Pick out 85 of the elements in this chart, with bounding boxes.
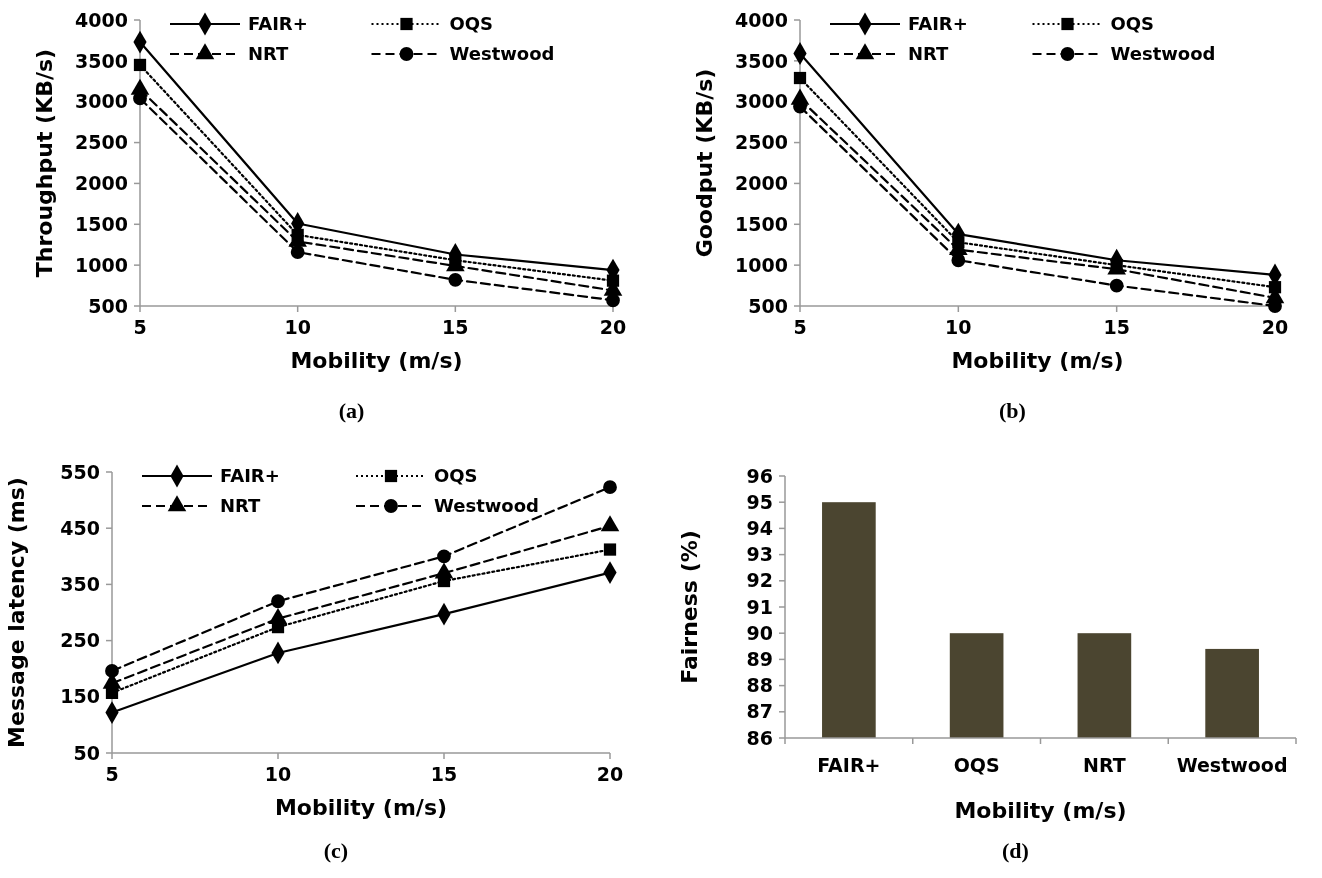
y-axis-title: Fairness (%) [677, 530, 702, 684]
y-tick-label: 90 [746, 621, 773, 644]
x-tick-label: 10 [945, 316, 972, 338]
y-tick-label: 3000 [75, 90, 128, 113]
point [603, 480, 617, 495]
y-tick-label: 86 [746, 726, 773, 749]
legend-label: Westwood [434, 495, 539, 517]
y-tick-label: 87 [746, 700, 773, 723]
y-axis-title: Throughput (KB/s) [32, 48, 57, 278]
legend-label: NRT [908, 43, 950, 65]
x-tick-label: 5 [105, 763, 119, 785]
legend-label: NRT [220, 495, 262, 517]
text: (b) [999, 398, 1026, 423]
point [437, 549, 451, 564]
y-tick-label: 500 [748, 294, 788, 317]
text: (c) [323, 838, 349, 863]
x-tick-label: 5 [133, 316, 147, 338]
point [1109, 278, 1124, 293]
y-tick-label: 88 [746, 674, 773, 697]
legend-label: Westwood [449, 43, 555, 65]
y-tick-label: 550 [60, 460, 100, 483]
x-tick-label: 15 [430, 763, 458, 785]
point [951, 253, 966, 268]
y-tick-label: 3500 [75, 49, 128, 72]
y-tick-label: 50 [73, 741, 100, 764]
x-tick-label: 10 [284, 316, 311, 338]
x-tick-label: 5 [793, 316, 807, 338]
x-tick-label: NRT [1083, 754, 1126, 776]
x-axis-title: Mobility (m/s) [290, 348, 463, 373]
y-tick-label: 96 [746, 464, 773, 487]
y-tick-label: 2000 [75, 172, 128, 195]
y-tick-label: 4000 [75, 8, 128, 31]
y-tick-label: 4000 [735, 8, 788, 31]
y-tick-label: 93 [746, 543, 773, 566]
y-tick-label: 3000 [735, 90, 788, 113]
point [603, 543, 617, 556]
point [793, 71, 807, 85]
point [133, 58, 147, 72]
y-tick-label: 450 [60, 516, 100, 539]
x-axis-title: Mobility (m/s) [954, 798, 1127, 823]
y-tick-label: 95 [746, 490, 773, 513]
y-tick-label: 94 [746, 517, 773, 540]
y-tick-label: 1500 [735, 212, 788, 235]
text: (d) [1002, 838, 1029, 863]
point [606, 293, 620, 308]
x-tick-label: 20 [1261, 316, 1289, 338]
legend-label: OQS [1110, 13, 1155, 35]
y-tick-label: 1000 [735, 253, 788, 276]
text: (a) [338, 398, 365, 423]
legend-label: FAIR+ [248, 13, 308, 35]
point [271, 594, 285, 609]
y-tick-label: 89 [746, 648, 773, 671]
y-tick-label: 250 [60, 629, 100, 652]
x-tick-label: 20 [599, 316, 627, 338]
legend-label: OQS [449, 13, 494, 35]
y-tick-label: 2500 [735, 131, 788, 154]
legend-label: Westwood [1110, 43, 1216, 65]
x-tick-label: FAIR+ [817, 754, 881, 776]
legend-label: FAIR+ [220, 465, 280, 487]
y-tick-label: 350 [60, 573, 100, 596]
y-tick-label: 1000 [75, 253, 128, 276]
y-tick-label: 1500 [75, 212, 128, 235]
x-axis-title: Mobility (m/s) [274, 795, 448, 820]
legend-label: OQS [434, 465, 478, 487]
legend-label: NRT [248, 43, 290, 65]
point [290, 245, 305, 259]
y-tick-label: 500 [88, 294, 128, 317]
y-axis-title: Message latency (ms) [4, 477, 29, 748]
x-tick-label: OQS [953, 754, 1000, 776]
x-tick-label: 20 [596, 763, 624, 785]
y-tick-label: 2500 [75, 131, 128, 154]
y-tick-label: 92 [746, 569, 773, 592]
x-tick-label: Westwood [1176, 754, 1288, 776]
y-tick-label: 150 [60, 685, 100, 708]
y-tick-label: 91 [746, 595, 773, 618]
y-axis-title: Goodput (KB/s) [692, 68, 717, 258]
point [448, 272, 463, 287]
x-tick-label: 15 [442, 316, 469, 338]
x-tick-label: 15 [1103, 316, 1130, 338]
x-tick-label: 10 [264, 763, 292, 785]
y-tick-label: 2000 [735, 172, 788, 195]
x-axis-title: Mobility (m/s) [951, 348, 1124, 373]
legend-label: FAIR+ [908, 13, 968, 35]
y-tick-label: 3500 [735, 49, 788, 72]
point [105, 664, 119, 678]
